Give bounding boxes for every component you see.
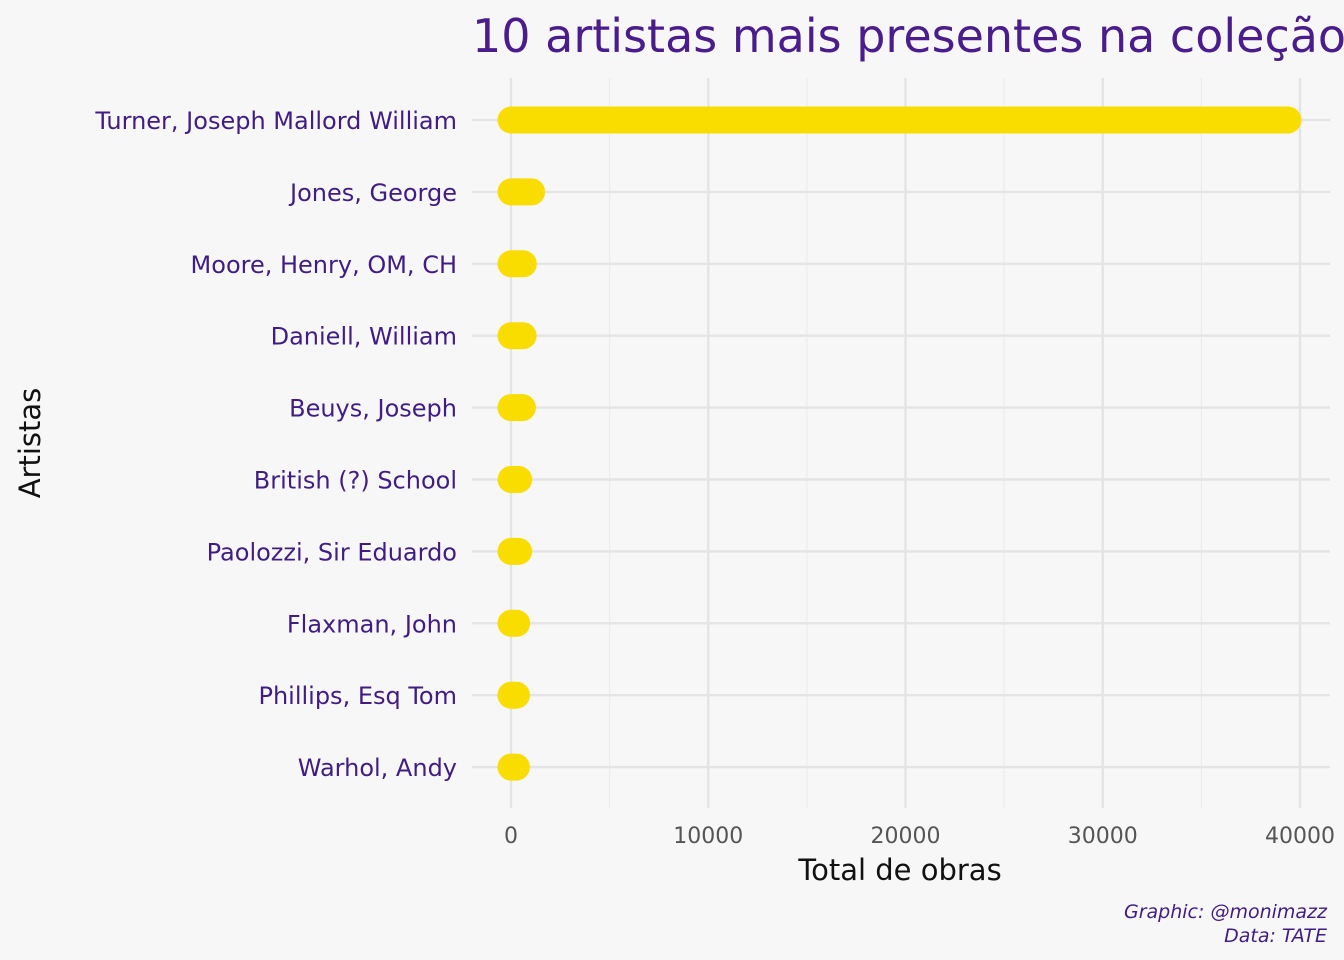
y-tick-label: Beuys, Joseph: [289, 395, 457, 423]
x-tick-label: 10000: [673, 824, 743, 849]
y-tick-label: Phillips, Esq Tom: [258, 682, 457, 710]
x-tick-labels: 0 10000 20000 30000 40000: [504, 824, 1335, 849]
caption-data-source: Data: TATE: [1224, 925, 1327, 947]
caption-graphic-credit: Graphic: @monimazz: [1124, 901, 1328, 923]
y-tick-label: Warhol, Andy: [298, 754, 457, 782]
x-tick-label: 0: [504, 824, 518, 849]
y-tick-label: Moore, Henry, OM, CH: [191, 251, 457, 279]
y-axis-title: Artistas: [13, 388, 47, 499]
bars: [497, 106, 1302, 781]
y-tick-label: Paolozzi, Sir Eduardo: [207, 538, 457, 566]
grid-lines: [472, 78, 1330, 808]
y-tick-label: Daniell, William: [271, 323, 457, 351]
y-tick-label: Flaxman, John: [287, 610, 457, 638]
chart-title: 10 artistas mais presentes na coleção: [472, 9, 1344, 63]
x-tick-label: 30000: [1068, 824, 1138, 849]
x-tick-label: 20000: [871, 824, 941, 849]
x-tick-label: 40000: [1265, 824, 1335, 849]
x-axis-title: Total de obras: [797, 853, 1001, 887]
y-tick-label: Turner, Joseph Mallord William: [94, 107, 457, 135]
y-tick-labels: Turner, Joseph Mallord William Jones, Geo…: [94, 107, 457, 782]
y-tick-label: British (?) School: [254, 467, 457, 495]
y-tick-label: Jones, George: [288, 179, 457, 207]
